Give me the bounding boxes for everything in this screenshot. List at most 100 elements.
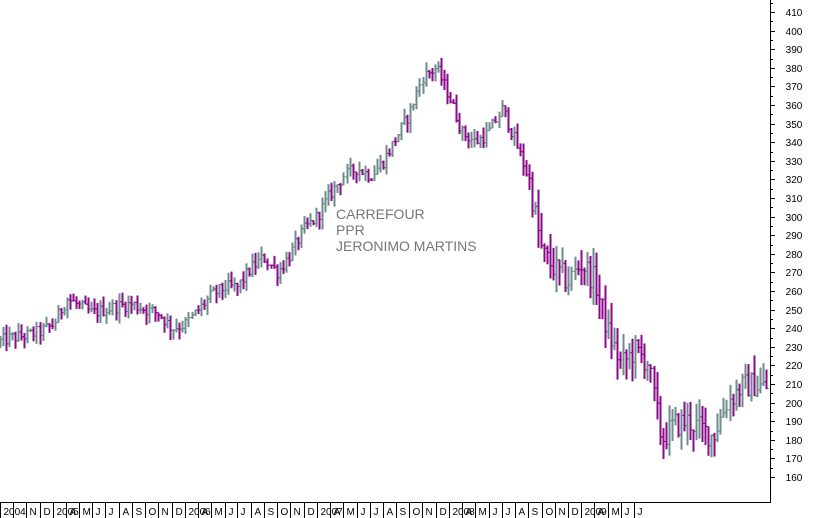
y-tick-label: 270 xyxy=(786,268,803,279)
ohlc-bar xyxy=(633,335,638,379)
x-tick-label: 2005 xyxy=(57,507,80,518)
x-tick-label: J xyxy=(361,507,366,518)
x-tick-label: J xyxy=(241,507,246,518)
ohlc-bar xyxy=(214,284,219,304)
ohlc-bar xyxy=(0,336,3,348)
ohlc-bar xyxy=(500,100,505,118)
ohlc-bar xyxy=(737,383,742,407)
ohlc-bar xyxy=(156,312,161,322)
ohlc-bar xyxy=(667,405,672,456)
ohlc-bar xyxy=(566,266,571,296)
y-tick-label: 390 xyxy=(786,45,803,56)
ohlc-bar xyxy=(424,62,429,87)
ohlc-bar xyxy=(627,343,632,370)
ohlc-bar xyxy=(417,78,422,97)
ohlc-bar xyxy=(354,171,359,184)
ohlc-bar xyxy=(220,282,225,300)
ohlc-bar xyxy=(341,172,346,186)
ohlc-bar xyxy=(71,293,76,302)
ohlc-bar xyxy=(278,262,283,284)
x-tick-label: S xyxy=(136,507,143,518)
ohlc-bar xyxy=(25,326,30,344)
ohlc-bar xyxy=(381,160,386,170)
ohlc-bar xyxy=(223,280,228,299)
x-tick-label: 2009 xyxy=(585,507,608,518)
x-tick-label: O xyxy=(149,507,157,518)
x-tick-label: J xyxy=(506,507,511,518)
x-tick-label: O xyxy=(413,507,421,518)
ohlc-bar xyxy=(302,216,307,234)
ohlc-bar xyxy=(612,327,617,351)
x-tick-label: 2008 xyxy=(453,507,476,518)
ohlc-bar xyxy=(117,293,122,324)
ohlc-bar xyxy=(348,157,353,177)
ohlc-bar xyxy=(259,246,264,268)
x-tick-label: D xyxy=(572,507,579,518)
ohlc-bar xyxy=(487,122,492,132)
ohlc-bar xyxy=(123,301,128,317)
ohlc-bar xyxy=(372,165,377,182)
ohlc-bar xyxy=(19,324,24,341)
ohlc-bar xyxy=(226,272,231,295)
ohlc-bar xyxy=(539,212,544,249)
ohlc-bar xyxy=(724,399,729,419)
ohlc-bar xyxy=(658,396,663,445)
ohlc-bar xyxy=(308,213,313,227)
ohlc-bar xyxy=(180,320,185,333)
ohlc-bar xyxy=(317,211,322,230)
ohlc-bar xyxy=(609,302,614,360)
x-tick-label: N xyxy=(426,507,433,518)
x-tick-label: J xyxy=(638,507,643,518)
x-tick-label: J xyxy=(229,507,234,518)
ohlc-bar xyxy=(335,184,340,194)
y-tick-label: 250 xyxy=(786,306,803,317)
ohlc-bar xyxy=(652,366,657,402)
ohlc-bar xyxy=(174,318,179,333)
ohlc-bar xyxy=(603,285,608,349)
ohlc-bar xyxy=(399,122,404,141)
ohlc-bar xyxy=(31,326,36,342)
x-tick-label: A xyxy=(598,507,605,518)
ohlc-bar xyxy=(676,413,681,438)
x-tick-label: 2006 xyxy=(189,507,212,518)
ohlc-bar xyxy=(758,367,763,394)
ohlc-bar xyxy=(715,413,720,443)
ohlc-bar xyxy=(645,360,650,381)
ohlc-bar xyxy=(311,220,316,226)
ohlc-bar xyxy=(752,355,757,397)
ohlc-bar xyxy=(551,247,556,281)
ohlc-bar xyxy=(560,247,565,274)
ohlc-bar xyxy=(199,297,204,317)
x-tick-label: N xyxy=(30,507,37,518)
ohlc-bar xyxy=(615,328,620,380)
ohlc-bar xyxy=(718,408,723,435)
x-tick-label: J xyxy=(374,507,379,518)
ohlc-bar xyxy=(655,371,660,420)
ohlc-bar xyxy=(527,164,532,190)
ohlc-bar xyxy=(229,271,234,289)
ohlc-bar xyxy=(168,315,173,341)
ohlc-bar xyxy=(265,258,270,271)
ohlc-bar xyxy=(299,224,304,249)
ohlc-bar xyxy=(497,111,502,128)
x-tick-label: M xyxy=(479,507,487,518)
x-tick-label: J xyxy=(96,507,101,518)
ohlc-bar xyxy=(190,311,195,319)
ohlc-bar xyxy=(706,426,711,456)
ohlc-bar xyxy=(475,131,480,145)
ohlc-bar xyxy=(10,331,15,341)
ohlc-bar xyxy=(481,127,486,149)
y-tick-label: 380 xyxy=(786,64,803,75)
ohlc-bar xyxy=(53,318,58,331)
ohlc-bar xyxy=(533,201,538,215)
ohlc-bar xyxy=(256,252,261,269)
x-tick-label: S xyxy=(532,507,539,518)
ohlc-bar xyxy=(387,148,392,157)
y-tick-label: 290 xyxy=(786,231,803,242)
ohlc-bar xyxy=(521,143,526,176)
ohlc-bar xyxy=(1,326,6,347)
ohlc-bar xyxy=(208,284,213,304)
ohlc-bar xyxy=(515,123,520,149)
x-tick-label: S xyxy=(268,507,275,518)
x-tick-label: D xyxy=(176,507,183,518)
